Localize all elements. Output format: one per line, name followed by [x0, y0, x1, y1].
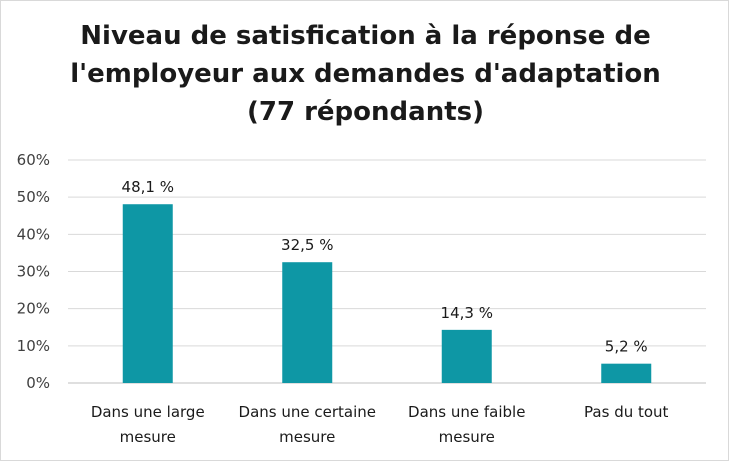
chart-title-line-3: (77 répondants) — [246, 97, 484, 127]
data-label: 5,2 % — [605, 338, 648, 356]
data-label: 48,1 % — [122, 178, 174, 196]
y-tick-label: 20% — [17, 300, 50, 318]
category-label: mesure — [439, 428, 495, 446]
category-label: mesure — [120, 428, 176, 446]
data-label: 14,3 % — [441, 304, 493, 322]
y-tick-label: 60% — [17, 151, 50, 169]
y-tick-label: 50% — [17, 188, 50, 206]
y-tick-label: 30% — [17, 263, 50, 281]
category-label: Dans une faible — [408, 403, 525, 421]
y-tick-label: 0% — [26, 374, 50, 392]
y-tick-label: 10% — [17, 337, 50, 355]
bar — [122, 204, 173, 383]
data-label: 32,5 % — [281, 236, 333, 254]
y-tick-label: 40% — [17, 225, 50, 243]
bar — [441, 329, 492, 383]
category-label: mesure — [279, 428, 335, 446]
bar — [282, 262, 333, 383]
category-label: Dans une large — [91, 403, 205, 421]
category-label: Dans une certaine — [239, 403, 376, 421]
chart-title-line-2: l'employeur aux demandes d'adaptation — [70, 59, 661, 89]
category-label: Pas du tout — [584, 403, 669, 421]
chart-title-line-1: Niveau de satisfication à la réponse de — [80, 21, 651, 51]
bar — [601, 363, 652, 383]
chart-title: Niveau de satisfication à la réponse de … — [1, 17, 729, 131]
